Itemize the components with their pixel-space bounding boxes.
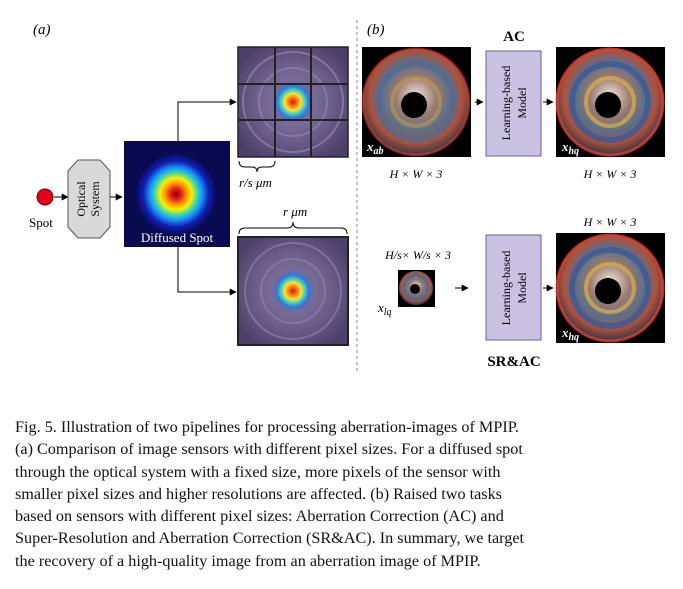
spot-label: Spot: [29, 215, 53, 230]
srac-input-image: [398, 270, 435, 307]
caption-line: Super-Resolution and Aberration Correcti…: [15, 529, 525, 548]
branch-upper: [177, 98, 237, 141]
panel-b-label: (b): [367, 22, 385, 38]
optical-system-label-1: Optical: [74, 181, 88, 217]
ac-model-box: [485, 50, 542, 157]
x-hq-label-srac: xhq: [561, 325, 579, 343]
caption-line: the recovery of a high-quality image fro…: [15, 551, 481, 570]
figure: (a) Spot Optical System Diffused Spot r/…: [29, 20, 665, 372]
caption-line: through the optical system with a fixed …: [15, 462, 501, 481]
srac-input-dim: H/s× W/s × 3: [384, 248, 451, 262]
x-lq-label: xlq: [377, 300, 392, 318]
srac-model-box: [485, 234, 542, 341]
srac-output-dim-top: H × W × 3: [583, 215, 637, 229]
ac-input-dim: H × W × 3: [389, 167, 443, 181]
large-pixel-sensor: [237, 236, 349, 346]
ac-model-label-1: Learning-based: [499, 66, 513, 141]
diffused-spot-label: Diffused Spot: [141, 230, 214, 245]
caption-line: based on sensors with different pixel si…: [15, 507, 504, 526]
small-pixel-brace: [238, 160, 276, 173]
caption-line: smaller pixel sizes and higher resolutio…: [15, 484, 502, 503]
ac-output-image: [555, 47, 665, 157]
small-pixel-label: r/s μm: [239, 175, 272, 190]
ac-input-image: [361, 47, 471, 157]
spot-dot: [36, 188, 54, 206]
ac-title: AC: [503, 29, 525, 45]
diffused-spot-glow: [136, 154, 216, 234]
srac-output-image: [555, 233, 665, 343]
x-hq-label-ac: xhq: [561, 139, 579, 157]
branch-lower: [177, 247, 237, 296]
ac-output-dim: H × W × 3: [583, 167, 637, 181]
caption-line: (a) Comparison of image sensors with dif…: [15, 440, 523, 459]
optical-system-label-2: System: [88, 181, 102, 217]
ac-model-label-2: Model: [515, 87, 529, 119]
srac-title: SR&AC: [487, 354, 540, 370]
srac-model-label-1: Learning-based: [499, 251, 513, 326]
srac-model-label-2: Model: [515, 272, 529, 304]
x-ab-label: xab: [366, 139, 384, 157]
figure-caption: Fig. 5. Illustration of two pipelines fo…: [15, 416, 670, 572]
caption-line: Fig. 5. Illustration of two pipelines fo…: [15, 418, 519, 436]
large-pixel-label: r μm: [283, 204, 307, 219]
panel-a-label: (a): [33, 22, 51, 38]
large-pixel-brace: [238, 221, 348, 235]
small-pixel-sensor: [237, 46, 349, 158]
optical-system-box: [67, 159, 111, 239]
